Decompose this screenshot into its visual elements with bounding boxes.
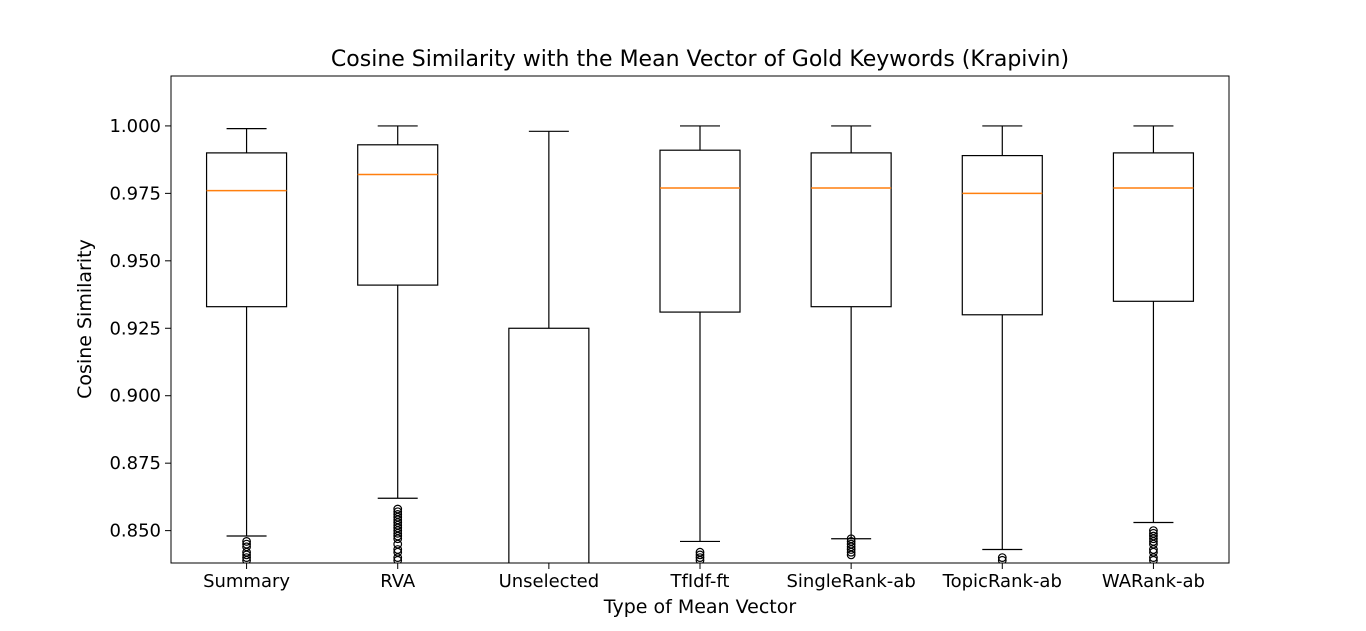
outlier-point [393,534,403,544]
x-tick-label: WARank-ab [1102,571,1205,592]
iqr-box [1112,152,1195,302]
y-tick-label: 0.925 [109,318,161,339]
iqr-box [961,154,1043,316]
x-tick-label: SingleRank-ab [787,571,916,592]
box-group [508,130,590,563]
chart-title: Cosine Similarity with the Mean Vector o… [331,47,1069,72]
outlier-point [393,528,403,538]
iqr-box [810,152,892,308]
outlier-point [242,553,251,563]
outlier-point [1149,534,1158,544]
outlier-point [695,555,705,563]
y-tick-label: 0.950 [109,251,161,272]
outlier-point [393,553,403,563]
x-axis-label: Type of Mean Vector [603,596,797,618]
x-axis: Summary RVA Unselected TfIdf-ft SingleRank-a… [203,563,1205,592]
outlier-point [242,555,251,563]
y-tick-label: 0.900 [109,386,161,407]
y-tick-label: 0.875 [109,453,161,474]
x-tick-label: TopicRank-ab [942,571,1062,592]
x-tick-label: Summary [203,571,290,592]
box-group [810,125,892,560]
iqr-box [508,327,590,563]
box-group [205,128,288,563]
outlier-point [846,550,856,560]
outlier-point [393,555,403,563]
outlier-point [242,550,251,560]
box-group [659,125,741,563]
outlier-point [846,545,856,554]
outlier-point [1149,555,1158,563]
outlier-point [1149,553,1158,563]
iqr-box [659,149,741,313]
y-tick-label: 0.975 [109,183,161,204]
outlier-point [695,553,705,563]
y-axis-label: Cosine Similarity [74,239,96,399]
box-group [961,125,1043,563]
outlier-point [695,550,705,560]
y-tick-label: 1.000 [109,116,161,137]
iqr-box [357,144,439,286]
x-tick-label: Unselected [499,571,600,592]
box-group [1112,125,1195,563]
x-tick-label: TfIdf-ft [670,571,730,592]
box-group [357,125,439,563]
outlier-point [997,555,1007,563]
y-axis: 1.000 0.975 0.950 0.925 0.900 0.875 0.850 [109,116,171,542]
plot-marks [205,125,1195,563]
y-tick-label: 0.850 [109,521,161,542]
outlier-point [846,547,856,557]
outlier-point [242,537,251,546]
iqr-box [205,152,288,308]
x-tick-label: RVA [380,571,416,592]
outlier-point [997,553,1007,563]
